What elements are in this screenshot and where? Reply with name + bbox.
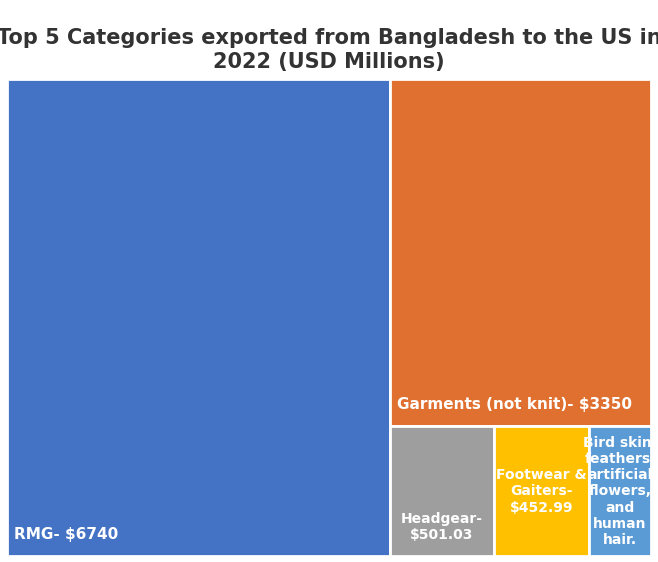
Bar <box>390 426 494 556</box>
Text: Footwear &
Gaiters-
$452.99: Footwear & Gaiters- $452.99 <box>496 468 587 515</box>
Text: RMG- $6740: RMG- $6740 <box>14 527 118 542</box>
Title: Top 5 Categories exported from Bangladesh to the US in
2022 (USD Millions): Top 5 Categories exported from Banglades… <box>0 28 658 71</box>
Bar <box>494 426 589 556</box>
Bar <box>7 79 390 556</box>
Bar <box>589 426 651 556</box>
Text: Headgear-
$501.03: Headgear- $501.03 <box>401 512 483 542</box>
Text: Bird skin,
feathers,
artificial
flowers,
and
human
hair.: Bird skin, feathers, artificial flowers,… <box>583 436 657 547</box>
Bar <box>390 79 651 426</box>
Text: Garments (not knit)- $3350: Garments (not knit)- $3350 <box>397 397 632 412</box>
